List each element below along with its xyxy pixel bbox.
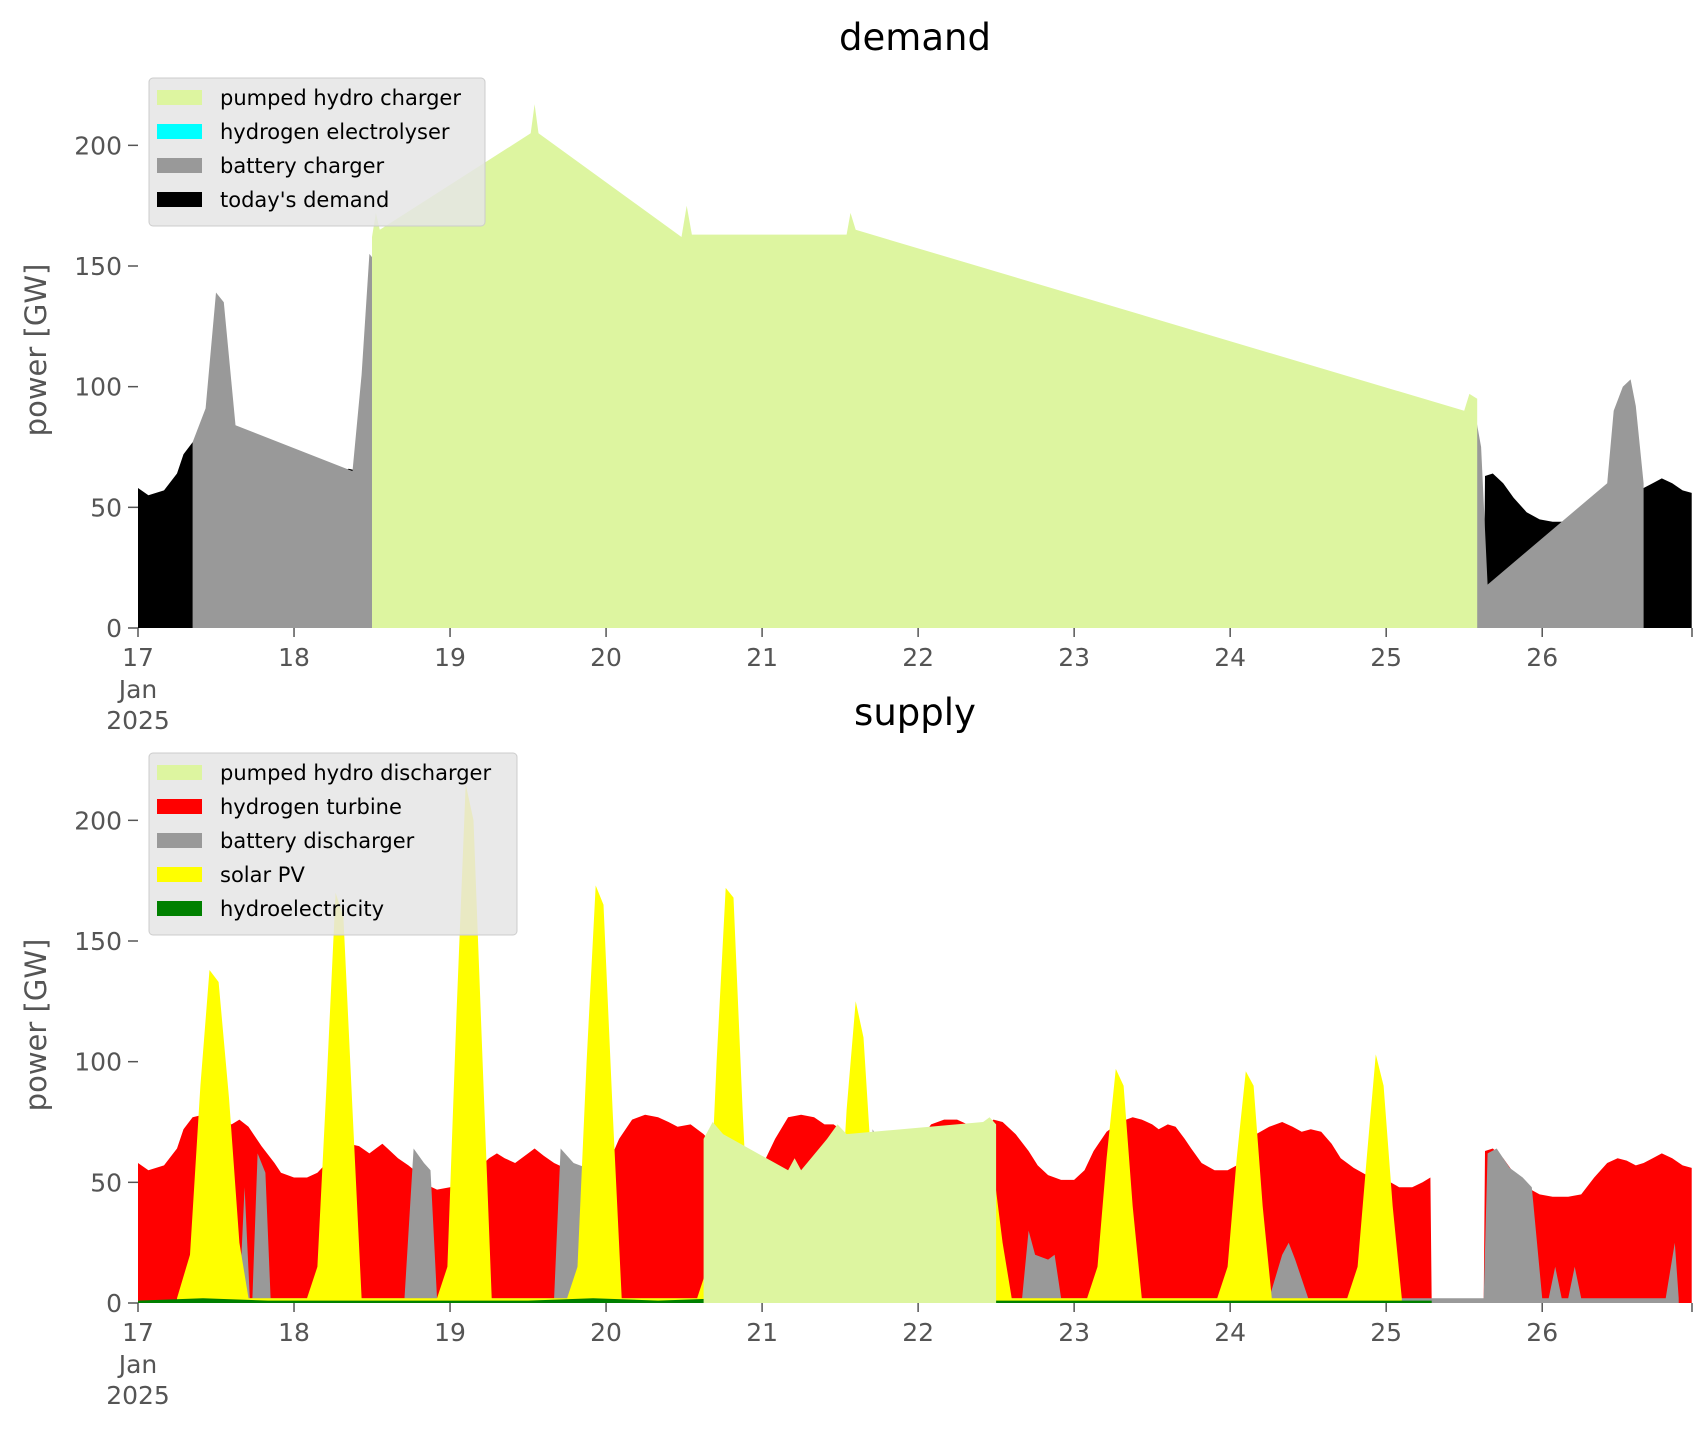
- y-tick-label: 150: [74, 252, 122, 281]
- x-tick-sublabel: Jan: [117, 675, 158, 704]
- x-tick-label: 18: [278, 643, 310, 672]
- supply-title: supply: [854, 691, 976, 734]
- battery-discharger-legend-label: battery discharger: [220, 829, 415, 853]
- x-tick-label: 26: [1526, 1318, 1558, 1347]
- supply-y-ticks: 0 50 100 150 200: [74, 806, 138, 1318]
- x-tick-label: 21: [746, 1318, 778, 1347]
- x-tick-label: 23: [1058, 643, 1090, 672]
- x-tick-sublabel: Jan: [117, 1350, 158, 1379]
- demand-areas: [138, 104, 1692, 629]
- x-tick-label: 19: [434, 643, 466, 672]
- hydrogen-electrolyser-legend-label: hydrogen electrolyser: [220, 120, 450, 144]
- x-tick-label: 24: [1214, 1318, 1246, 1347]
- pumped-hydro-discharger-area: [703, 1117, 997, 1303]
- x-tick-label: 21: [746, 643, 778, 672]
- supply-y-axis-label: power [GW]: [19, 939, 53, 1112]
- x-tick-label: 17: [122, 1318, 154, 1347]
- solar-pv-legend-label: solar PV: [220, 863, 305, 887]
- battery-discharger-area: [239, 1129, 1679, 1303]
- demand-title: demand: [839, 16, 991, 59]
- y-tick-label: 0: [106, 1289, 122, 1318]
- x-tick-label: 22: [902, 1318, 934, 1347]
- pumped-hydro-discharger-legend-swatch: [157, 765, 202, 780]
- y-tick-label: 200: [74, 131, 122, 160]
- pumped-hydro-charger-legend-swatch: [157, 90, 202, 105]
- x-tick-label: 24: [1214, 643, 1246, 672]
- y-tick-label: 150: [74, 927, 122, 956]
- supply-areas: [138, 784, 1692, 1303]
- demand-y-ticks: 0 50 100 150 200: [74, 131, 138, 643]
- x-tick-label: 20: [590, 643, 622, 672]
- x-tick-sublabel: 2025: [106, 1381, 170, 1410]
- legend-box: [148, 752, 518, 936]
- y-tick-label: 200: [74, 806, 122, 835]
- pumped-hydro-charger-legend-label: pumped hydro charger: [220, 86, 461, 110]
- pumped-hydro-charger-area: [372, 104, 1478, 629]
- today-s-demand-legend-swatch: [157, 192, 202, 207]
- x-tick-label: 19: [434, 1318, 466, 1347]
- demand-legend: pumped hydro charger hydrogen electrolyse…: [148, 77, 486, 227]
- solar-pv-legend-swatch: [157, 867, 202, 882]
- x-tick-label: 17: [122, 643, 154, 672]
- hydrogen-turbine-legend-label: hydrogen turbine: [220, 795, 402, 819]
- x-tick-label: 18: [278, 1318, 310, 1347]
- x-tick-label: 25: [1370, 643, 1402, 672]
- y-tick-label: 100: [74, 1048, 122, 1077]
- demand-y-axis-label: power [GW]: [19, 264, 53, 437]
- battery-charger-legend-swatch: [157, 158, 202, 173]
- solar-pv-area: [177, 784, 1402, 1303]
- y-tick-label: 100: [74, 373, 122, 402]
- supply-legend: pumped hydro discharger hydrogen turbine b…: [148, 752, 518, 936]
- y-tick-label: 50: [90, 493, 122, 522]
- pumped-hydro-discharger-legend-label: pumped hydro discharger: [220, 761, 491, 785]
- battery-discharger-legend-swatch: [157, 833, 202, 848]
- x-tick-label: 20: [590, 1318, 622, 1347]
- y-tick-label: 0: [106, 614, 122, 643]
- battery-charger-legend-label: battery charger: [220, 154, 385, 178]
- x-tick-label: 25: [1370, 1318, 1402, 1347]
- hydrogen-turbine-legend-swatch: [157, 799, 202, 814]
- today-s-demand-legend-label: today's demand: [220, 188, 389, 212]
- legend-box: [148, 77, 486, 227]
- hydroelectricity-legend-label: hydroelectricity: [220, 897, 384, 921]
- x-tick-label: 22: [902, 643, 934, 672]
- y-tick-label: 50: [90, 1168, 122, 1197]
- hydrogen-electrolyser-legend-swatch: [157, 124, 202, 139]
- x-tick-sublabel: 2025: [106, 706, 170, 735]
- x-tick-label: 26: [1526, 643, 1558, 672]
- hydroelectricity-legend-swatch: [157, 901, 202, 916]
- x-tick-label: 23: [1058, 1318, 1090, 1347]
